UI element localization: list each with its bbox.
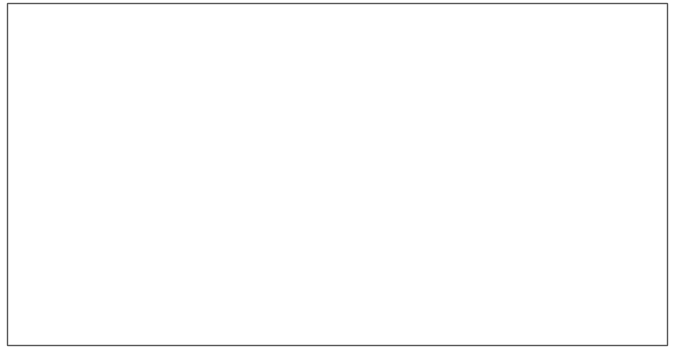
Text: , respectively. The specific gravity: , respectively. The specific gravity xyxy=(278,158,491,171)
Text: 3.75: 3.75 xyxy=(318,92,346,104)
Text: Problem 1:: Problem 1: xyxy=(94,51,180,65)
Text: 13.3: 13.3 xyxy=(507,121,534,134)
Text: determine the following :: determine the following : xyxy=(94,204,252,217)
Text: 12.4: 12.4 xyxy=(460,121,487,134)
Text: a)   Plot the compaction curve of this soil.: a) Plot the compaction curve of this soi… xyxy=(113,232,374,245)
Text: 3.69: 3.69 xyxy=(272,92,299,104)
Text: 11.5: 11.5 xyxy=(412,121,440,134)
Text: the mould was 1000cm³ and 2 kg: the mould was 1000cm³ and 2 kg xyxy=(181,158,392,171)
Text: Mass of wet soil +Mould in
(kg): Mass of wet soil +Mould in (kg) xyxy=(125,84,283,112)
Text: d)   Plot the zero air void line.: d) Plot the zero air void line. xyxy=(113,278,298,292)
Text: c)   Maximum dry density.: c) Maximum dry density. xyxy=(113,263,275,276)
Text: b)   Optimum water content: b) Optimum water content xyxy=(113,247,288,261)
Text: of the soil is 2.72,: of the soil is 2.72, xyxy=(94,181,206,194)
Text: The table below present the results of a standard proctor test of a borrow pit s: The table below present the results of a… xyxy=(94,70,605,83)
Text: 3.93: 3.93 xyxy=(507,92,534,104)
Text: Water content (%): Water content (%) xyxy=(150,121,259,134)
Text: e)   Determine the degree of saturation at the maximum dry density.: e) Determine the degree of saturation at… xyxy=(113,294,545,307)
Text: 9.8: 9.8 xyxy=(369,121,390,134)
Text: The volume and the mass of: The volume and the mass of xyxy=(94,158,278,171)
Text: 8: 8 xyxy=(328,121,336,134)
Text: 6.2: 6.2 xyxy=(276,121,295,134)
Text: 3.98: 3.98 xyxy=(460,92,487,104)
Text: 3.92: 3.92 xyxy=(412,92,440,104)
Text: 3.82: 3.82 xyxy=(365,92,393,104)
